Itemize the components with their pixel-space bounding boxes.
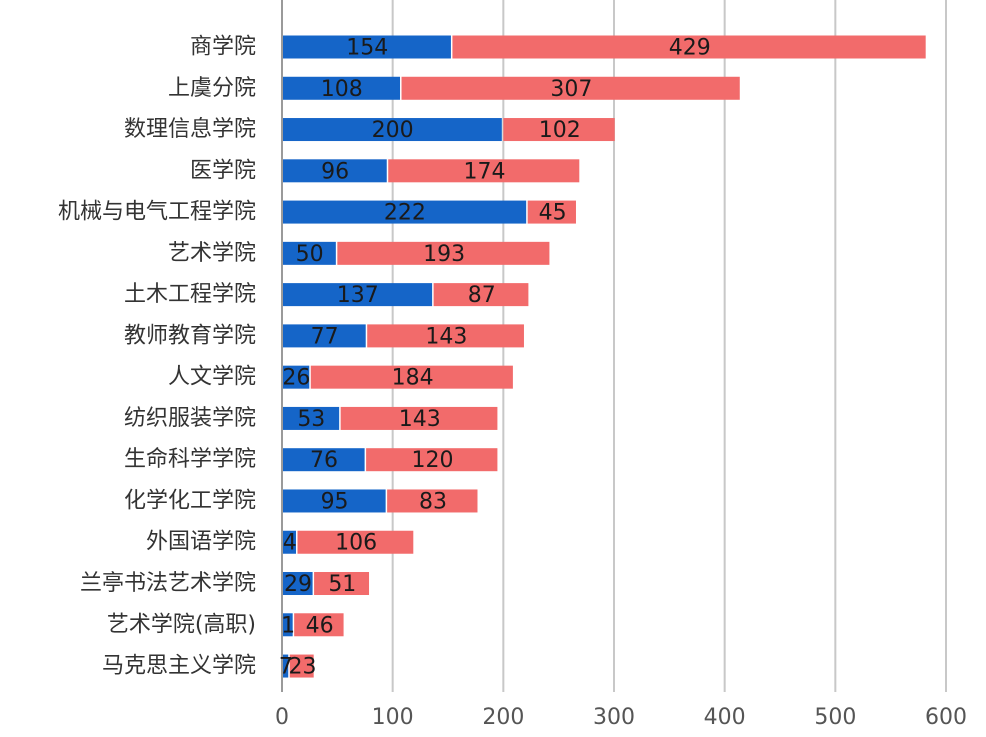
bar-value-label: 23: [288, 655, 316, 680]
bar-series-1: [282, 489, 386, 513]
bar-series-2: [527, 200, 576, 224]
bar-series-1: [282, 35, 451, 59]
bar-series-1: [282, 118, 502, 142]
bar-series-2: [452, 35, 926, 59]
bar-value-label: 137: [337, 283, 379, 308]
bar-series-2: [314, 572, 370, 596]
category-label: 数理信息学院: [124, 117, 256, 142]
bar-series-2: [340, 406, 498, 430]
bar-series-1: [282, 241, 336, 265]
category-labels: 商学院上虞分院数理信息学院医学院机械与电气工程学院艺术学院土木工程学院教师教育学…: [58, 35, 256, 679]
bar-value-label: 184: [392, 366, 434, 391]
bar-value-label: 51: [328, 572, 356, 597]
bar-series-2: [294, 613, 344, 637]
bar-series-2: [503, 118, 615, 142]
bar-series-2: [387, 489, 478, 513]
x-tick-label: 500: [814, 705, 856, 730]
bar-series-1: [282, 76, 401, 100]
category-label: 教师教育学院: [124, 323, 256, 348]
bar-value-label: 4: [283, 531, 297, 556]
bar-series-1: [282, 613, 293, 637]
bar-series-2: [388, 159, 580, 183]
category-label: 土木工程学院: [124, 282, 256, 307]
bar-value-label: 83: [419, 489, 447, 514]
bar-series-2: [366, 448, 498, 472]
bar-value-label: 200: [372, 118, 414, 143]
bar-series-1: [282, 283, 433, 307]
category-label: 人文学院: [168, 365, 256, 390]
bar-series-1: [282, 572, 313, 596]
bar-series-2: [401, 76, 740, 100]
x-tick-label: 300: [593, 705, 635, 730]
bar-value-label: 143: [399, 407, 441, 432]
category-label: 外国语学院: [146, 530, 256, 555]
category-label: 上虞分院: [168, 76, 256, 101]
bar-value-label: 174: [464, 159, 506, 184]
category-label: 生命科学学院: [124, 447, 256, 472]
bar-value-label: 120: [412, 448, 454, 473]
category-label: 艺术学院: [168, 241, 256, 266]
bar-series-2: [289, 654, 314, 678]
category-label: 化学化工学院: [124, 488, 256, 513]
bar-value-label: 29: [284, 572, 312, 597]
bar-series-1: [282, 159, 387, 183]
bar-value-label: 7: [279, 655, 293, 680]
x-tick-label: 200: [482, 705, 524, 730]
bar-value-label: 26: [282, 366, 310, 391]
category-label: 商学院: [190, 35, 256, 60]
bar-value-label: 193: [423, 242, 465, 267]
bar-value-label: 307: [550, 77, 592, 102]
bar-series-1: [282, 654, 289, 678]
bar-value-label: 96: [321, 159, 349, 184]
category-label: 纺织服装学院: [124, 406, 256, 431]
bar-series-1: [282, 530, 296, 554]
bar-value-label: 1: [281, 613, 295, 638]
bar-value-label: 53: [297, 407, 325, 432]
bar-series-2: [310, 365, 513, 389]
bar-value-label: 108: [321, 77, 363, 102]
category-label: 马克思主义学院: [102, 654, 256, 679]
category-label: 兰亭书法艺术学院: [80, 571, 256, 596]
bar-series-1: [282, 406, 340, 430]
bars: [282, 35, 926, 678]
bar-value-label: 77: [311, 324, 339, 349]
bar-value-label: 106: [335, 531, 377, 556]
bar-series-2: [367, 324, 524, 348]
bar-series-1: [282, 365, 310, 389]
x-tick-label: 600: [925, 705, 967, 730]
x-tick-label: 0: [275, 705, 289, 730]
grid-lines: [391, 0, 947, 692]
bar-value-label: 95: [321, 489, 349, 514]
bar-series-1: [282, 448, 365, 472]
bar-value-label: 50: [296, 242, 324, 267]
bar-value-label: 102: [539, 118, 581, 143]
bar-value-label: 76: [310, 448, 338, 473]
bar-value-label: 154: [346, 36, 388, 61]
bar-series-2: [433, 283, 529, 307]
bar-series-1: [282, 200, 527, 224]
category-label: 机械与电气工程学院: [58, 200, 256, 225]
x-tick-label: 100: [372, 705, 414, 730]
x-tick-labels: 0 100 200 300 400 500 600: [275, 705, 967, 730]
category-label: 医学院: [190, 158, 256, 183]
category-label: 艺术学院(高职): [107, 612, 256, 637]
bar-value-label: 143: [425, 324, 467, 349]
bar-series-2: [337, 241, 550, 265]
bar-series-1: [282, 324, 366, 348]
bar-value-label: 45: [539, 201, 567, 226]
x-tick-label: 400: [704, 705, 746, 730]
bar-value-label: 429: [669, 36, 711, 61]
bar-value-label: 87: [468, 283, 496, 308]
bar-series-2: [297, 530, 414, 554]
bar-value-label: 46: [306, 613, 334, 638]
bar-value-label: 222: [384, 201, 426, 226]
